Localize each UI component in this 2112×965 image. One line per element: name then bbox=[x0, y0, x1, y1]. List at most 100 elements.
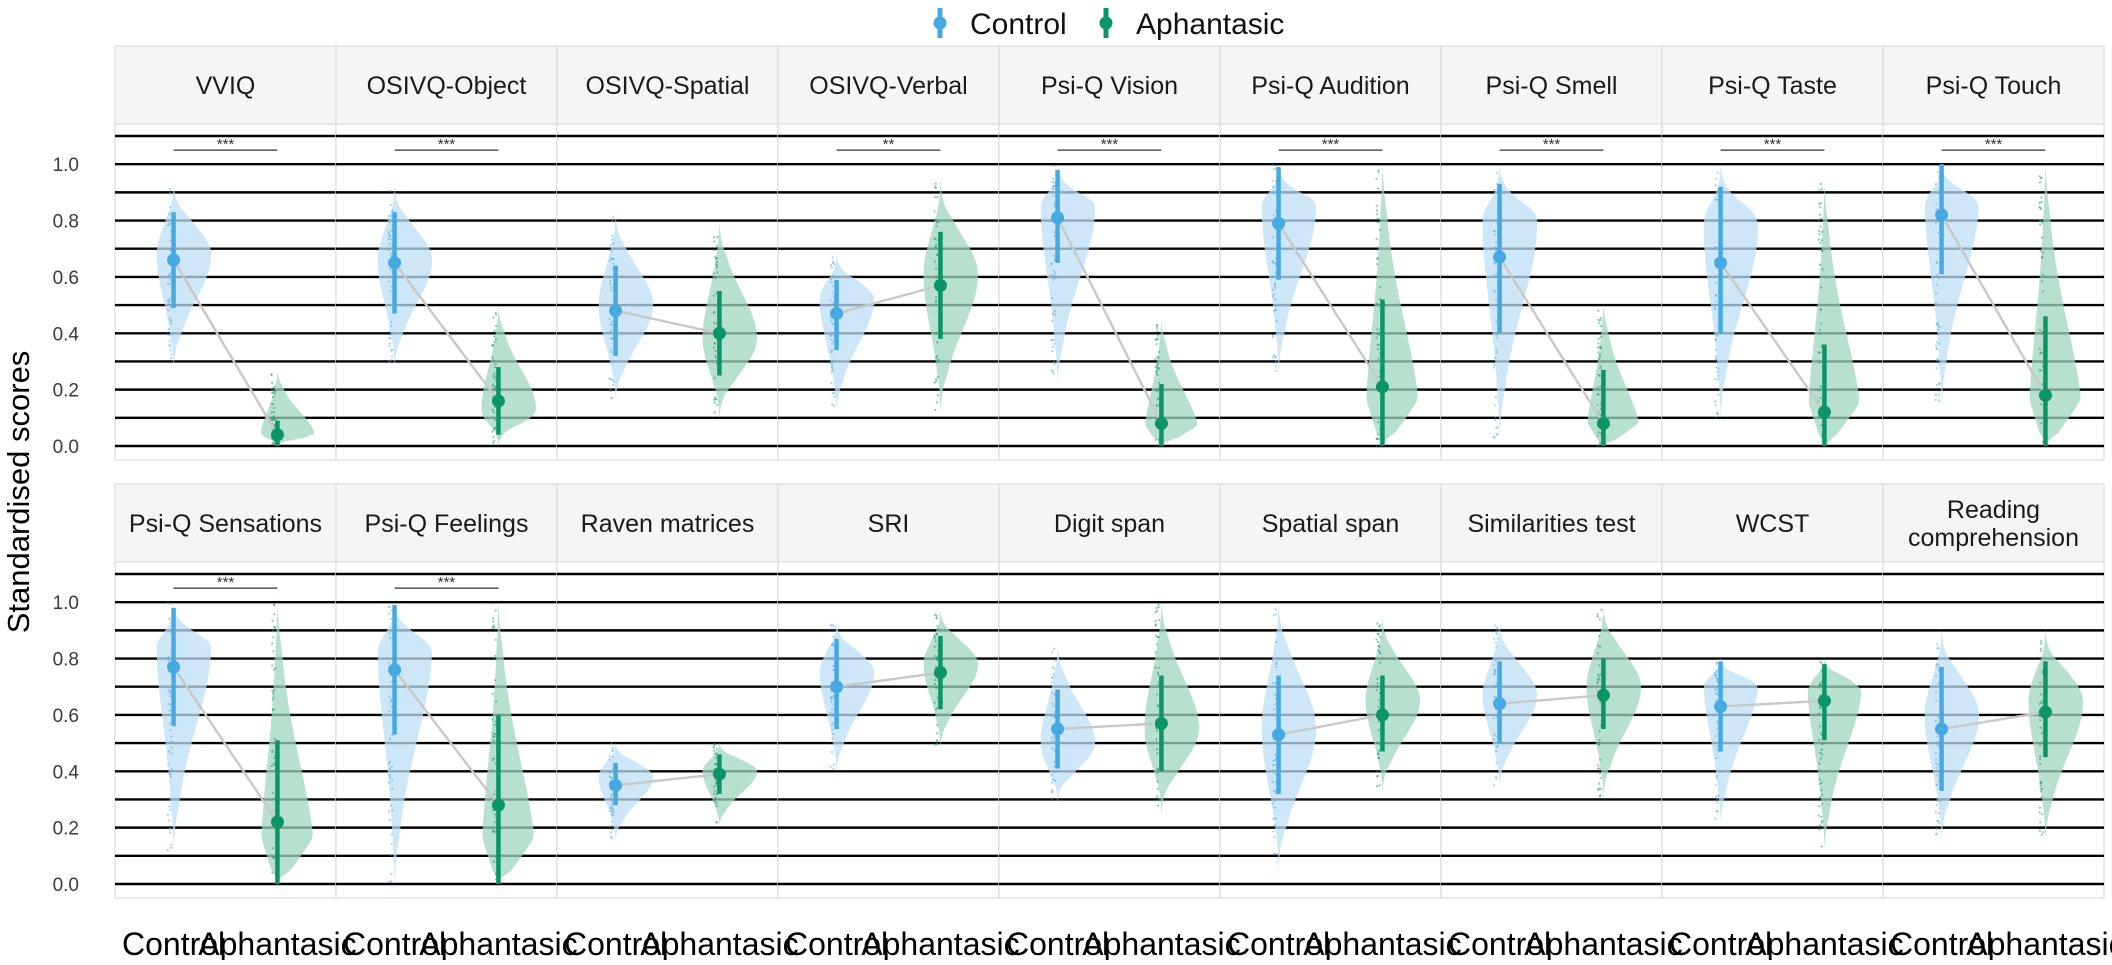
raw-point bbox=[933, 210, 936, 213]
panel-osivq-verbal: OSIVQ-Verbal ** bbox=[777, 45, 1000, 461]
raw-point bbox=[167, 309, 170, 312]
raw-point bbox=[832, 624, 836, 628]
raw-point bbox=[936, 355, 939, 358]
raw-point bbox=[387, 661, 390, 665]
density-aphantasic bbox=[1824, 658, 1862, 848]
raw-point bbox=[1376, 682, 1379, 685]
y-tick-label: 0.6 bbox=[53, 268, 79, 289]
raw-point bbox=[271, 871, 274, 874]
raw-point bbox=[2039, 762, 2042, 765]
facet-title: OSIVQ-Spatial bbox=[586, 72, 750, 100]
raw-point bbox=[1819, 206, 1822, 209]
raw-point bbox=[1154, 338, 1157, 341]
raw-point bbox=[2039, 351, 2042, 354]
mean-point-aphantasic bbox=[1596, 688, 1610, 702]
raw-point bbox=[1596, 613, 1599, 616]
raw-point bbox=[1818, 712, 1821, 715]
raw-point bbox=[1937, 333, 1940, 336]
raw-point bbox=[1274, 298, 1277, 301]
raw-point bbox=[1376, 302, 1379, 305]
raw-point bbox=[1818, 328, 1822, 331]
raw-point bbox=[1936, 328, 1939, 331]
raw-point bbox=[608, 259, 612, 262]
raw-point bbox=[1938, 821, 1941, 824]
density-aphantasic bbox=[498, 602, 534, 884]
raw-point bbox=[1716, 374, 1720, 377]
density-left-aphantasic bbox=[923, 610, 941, 746]
mean-connector bbox=[172, 259, 279, 436]
raw-point bbox=[1493, 261, 1496, 264]
raw-point bbox=[1376, 437, 1379, 440]
raw-point bbox=[1271, 681, 1274, 684]
raw-point bbox=[829, 766, 832, 769]
raw-point bbox=[1715, 662, 1718, 665]
raw-point bbox=[1821, 753, 1824, 756]
raw-point bbox=[1714, 349, 1717, 352]
raw-point bbox=[1716, 680, 1719, 683]
raw-point bbox=[611, 811, 614, 814]
raw-point bbox=[1274, 817, 1277, 820]
raw-point bbox=[1377, 170, 1380, 173]
raw-point bbox=[389, 637, 392, 640]
raw-point bbox=[713, 785, 716, 788]
raw-point bbox=[169, 239, 172, 242]
raw-point bbox=[1821, 268, 1824, 271]
mean-connector bbox=[1056, 217, 1163, 424]
raw-point bbox=[1820, 217, 1823, 220]
density-control bbox=[1278, 164, 1317, 373]
raw-point bbox=[388, 774, 391, 777]
panel-area bbox=[1440, 561, 1663, 899]
raw-point bbox=[712, 311, 716, 314]
density-control bbox=[1941, 164, 1979, 404]
gridlines bbox=[115, 134, 336, 448]
raw-point bbox=[1716, 412, 1719, 415]
raw-point bbox=[935, 276, 938, 279]
raw-point bbox=[1375, 785, 1378, 788]
raw-point bbox=[1157, 334, 1160, 337]
raw-point bbox=[1376, 348, 1379, 351]
raw-point bbox=[271, 698, 274, 702]
raw-point bbox=[272, 763, 275, 766]
facet-title: Psi-Q Smell bbox=[1486, 72, 1618, 100]
gridlines bbox=[1662, 572, 1883, 886]
raw-point bbox=[610, 329, 613, 332]
mean-point-aphantasic bbox=[933, 666, 947, 680]
raw-point bbox=[716, 264, 719, 267]
raw-point bbox=[2040, 642, 2043, 645]
raw-point bbox=[933, 613, 937, 617]
raw-point bbox=[390, 765, 393, 768]
mean-point-aphantasic bbox=[712, 326, 726, 340]
y-axis-title: Standardised scores bbox=[1, 351, 36, 634]
raw-point bbox=[1377, 187, 1380, 190]
raw-point bbox=[713, 411, 716, 414]
x-tick-label-control: Control bbox=[564, 926, 667, 960]
raw-point bbox=[832, 301, 835, 304]
raw-point bbox=[2039, 693, 2043, 696]
facet-strip bbox=[1219, 483, 1442, 563]
raw-point bbox=[1934, 833, 1938, 836]
raw-point bbox=[1820, 815, 1823, 818]
raw-point bbox=[1934, 222, 1937, 225]
raw-point bbox=[934, 378, 938, 381]
raw-point bbox=[1818, 683, 1822, 687]
raw-point bbox=[1597, 342, 1600, 345]
raw-point bbox=[1051, 747, 1054, 750]
raw-point bbox=[1937, 324, 1940, 327]
raw-point bbox=[389, 737, 392, 740]
raw-point bbox=[1051, 788, 1054, 791]
raw-point bbox=[388, 880, 391, 883]
raw-point bbox=[935, 243, 938, 246]
raw-point bbox=[1051, 185, 1054, 188]
raw-point bbox=[716, 403, 719, 406]
raw-point bbox=[1716, 727, 1719, 730]
density-aphantasic bbox=[1603, 305, 1639, 446]
raw-point bbox=[1274, 284, 1277, 287]
raw-point bbox=[1492, 738, 1495, 741]
raw-point bbox=[1597, 337, 1600, 340]
raw-point bbox=[1495, 641, 1498, 644]
raw-point bbox=[1496, 629, 1499, 632]
raw-point bbox=[610, 742, 613, 745]
raw-point bbox=[611, 238, 614, 241]
raw-point bbox=[1717, 367, 1720, 370]
raw-point bbox=[170, 319, 173, 322]
